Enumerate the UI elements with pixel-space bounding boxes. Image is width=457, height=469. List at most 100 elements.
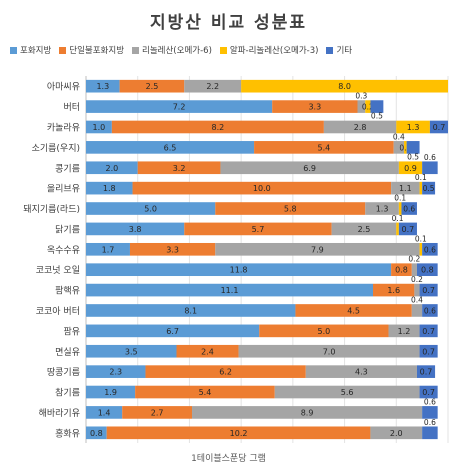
data-label: 0.4 <box>393 132 405 141</box>
data-label: 1.2 <box>398 327 411 336</box>
category-label: 참기름 <box>55 388 80 399</box>
data-label: 6.5 <box>164 143 177 152</box>
bar-segment <box>274 385 420 399</box>
legend-item: 리놀레산(오메가-6) <box>132 44 212 56</box>
data-label: 5.0 <box>144 205 157 214</box>
bar-segment <box>422 304 438 317</box>
bar-segment <box>86 344 177 358</box>
data-label: 0.5 <box>407 152 419 161</box>
data-label: 1.3 <box>407 123 420 132</box>
bar-segment <box>241 79 448 93</box>
bar-segment <box>86 242 130 256</box>
bar-segment <box>220 161 399 175</box>
data-label: 1.9 <box>104 388 117 397</box>
data-label: 2.3 <box>109 368 122 377</box>
data-label: 2.8 <box>354 123 367 132</box>
bar-segment <box>119 79 185 93</box>
bar-segment <box>215 202 366 215</box>
bar-segment <box>404 141 407 154</box>
category-label: 해바라기유 <box>39 408 80 419</box>
bar-segment <box>176 344 239 358</box>
bar-segment <box>422 181 436 195</box>
bar-segment <box>86 263 392 277</box>
bar-segment <box>357 100 366 113</box>
bar-segment <box>86 141 255 154</box>
bar-segment <box>135 385 275 399</box>
data-label: 0.9 <box>404 164 417 173</box>
bar-segment <box>184 79 242 93</box>
bar-segment <box>401 202 417 215</box>
data-label: 0.5 <box>423 184 435 193</box>
data-label: 10.0 <box>253 184 271 193</box>
bar-segment <box>86 304 296 317</box>
bar-segment <box>391 181 420 195</box>
data-label: 0.7 <box>422 327 435 336</box>
data-label: 0.2 <box>411 275 423 284</box>
bar-segment <box>86 365 146 378</box>
data-label: 8.0 <box>338 82 351 91</box>
data-label: 0.8 <box>421 266 434 275</box>
data-label: 0.6 <box>424 306 436 315</box>
bar-segment <box>406 141 420 154</box>
data-label: 1.8 <box>103 184 116 193</box>
data-label: 2.4 <box>201 347 214 356</box>
data-label: 0.7 <box>422 388 435 397</box>
legend-item: 기타 <box>326 44 352 56</box>
bar-segment <box>365 100 371 113</box>
data-label: 11.8 <box>230 266 248 275</box>
data-label: 3.5 <box>125 347 138 356</box>
category-label: 땅콩기름 <box>47 367 80 378</box>
legend-swatch <box>326 46 334 54</box>
legend-label: 포화지방 <box>20 46 52 56</box>
legend-item: 알파-리놀레산(오메가-3) <box>219 44 318 56</box>
bar-segment <box>86 283 374 297</box>
bar-segment <box>132 181 392 195</box>
data-label: 6.7 <box>166 327 179 336</box>
data-label: 10.2 <box>230 429 248 438</box>
category-label: 홍화유 <box>55 427 80 439</box>
bar-segment <box>419 344 438 358</box>
category-label: 소기름(우지) <box>32 143 80 154</box>
bar-segment <box>122 406 193 419</box>
bar-segment <box>272 100 358 113</box>
bar-segment <box>411 304 423 317</box>
category-label: 아마씨유 <box>47 82 80 93</box>
chart-legend: 포화지방 단일불포화지방 리놀레산(오메가-6) 알파-리놀레산(오메가-3) 기타 <box>10 44 455 56</box>
bar-segment <box>370 426 423 440</box>
bar-segment <box>86 202 216 215</box>
bar-segment <box>184 222 332 236</box>
bar-segment <box>305 365 417 378</box>
bar-segment <box>86 385 136 399</box>
bar-segment <box>86 79 120 93</box>
data-label: 7.0 <box>323 347 336 356</box>
data-label: 7.2 <box>173 103 186 112</box>
bar-segment <box>86 222 185 236</box>
category-label: 카놀라유 <box>47 122 80 133</box>
bar-segment <box>215 242 420 256</box>
bar-segment <box>396 222 399 236</box>
data-label: 0.3 <box>355 92 367 101</box>
bar-segment <box>86 426 107 440</box>
data-label: 0.6 <box>424 153 436 162</box>
data-label: 8.1 <box>184 306 197 315</box>
legend-label: 기타 <box>336 46 353 56</box>
bar-segment <box>422 161 438 175</box>
data-label: 5.7 <box>252 225 265 234</box>
category-label: 올리브유 <box>47 184 80 195</box>
legend-item: 포화지방 <box>10 44 51 56</box>
data-label: 3.8 <box>129 225 142 234</box>
category-label: 코코넛 오일 <box>36 265 80 276</box>
category-label: 버터 <box>63 102 80 113</box>
data-label: 0.7 <box>420 368 433 377</box>
legend-swatch <box>10 46 17 54</box>
data-label: 7.9 <box>311 245 324 254</box>
data-label: 2.5 <box>358 225 371 234</box>
bar-segment <box>365 202 399 215</box>
bar-segment <box>391 263 412 277</box>
data-label: 0.7 <box>402 225 415 234</box>
data-label: 2.0 <box>390 429 403 438</box>
data-label: 5.6 <box>341 388 354 397</box>
data-label: 0.5 <box>371 112 383 121</box>
data-label: 5.8 <box>284 205 297 214</box>
data-label: 2.0 <box>105 164 118 173</box>
